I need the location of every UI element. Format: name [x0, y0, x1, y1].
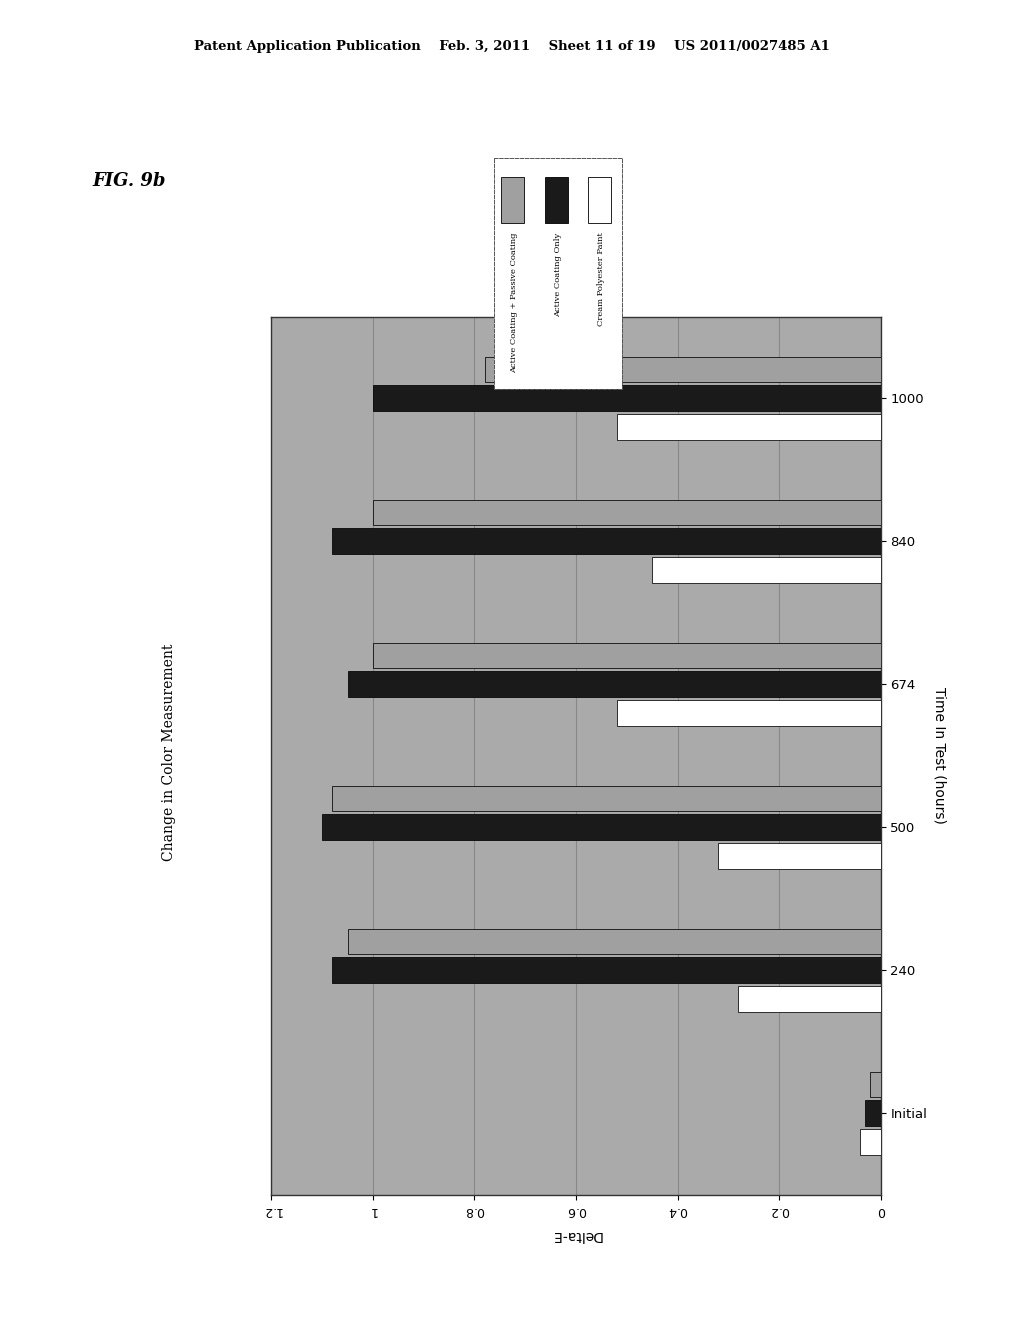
Bar [738, 986, 881, 1011]
Bar [332, 528, 881, 554]
Bar [588, 177, 611, 223]
Bar [502, 177, 524, 223]
Text: Active Coating Only: Active Coating Only [554, 232, 561, 317]
Bar [616, 414, 881, 440]
Bar [332, 785, 881, 812]
Bar [860, 1129, 881, 1155]
Bar [373, 500, 881, 525]
Bar [718, 843, 881, 869]
Text: Active Coating + Passive Coating: Active Coating + Passive Coating [510, 232, 518, 372]
X-axis label: Delta-E: Delta-E [551, 1229, 601, 1242]
Bar [484, 356, 881, 383]
Bar [870, 1072, 881, 1097]
Bar [323, 814, 881, 840]
Bar [373, 385, 881, 411]
Bar [652, 557, 881, 582]
Bar [347, 929, 881, 954]
Text: FIG. 9b: FIG. 9b [92, 172, 166, 190]
Text: Change in Color Measurement: Change in Color Measurement [162, 644, 176, 861]
Bar [373, 643, 881, 668]
Bar [865, 1101, 881, 1126]
Text: Cream Polyester Paint: Cream Polyester Paint [597, 232, 605, 326]
Bar [545, 177, 567, 223]
Bar [332, 957, 881, 983]
Y-axis label: Time In Test (hours): Time In Test (hours) [933, 688, 946, 824]
Bar [347, 672, 881, 697]
Bar [616, 700, 881, 726]
Text: Patent Application Publication    Feb. 3, 2011    Sheet 11 of 19    US 2011/0027: Patent Application Publication Feb. 3, 2… [195, 40, 829, 53]
